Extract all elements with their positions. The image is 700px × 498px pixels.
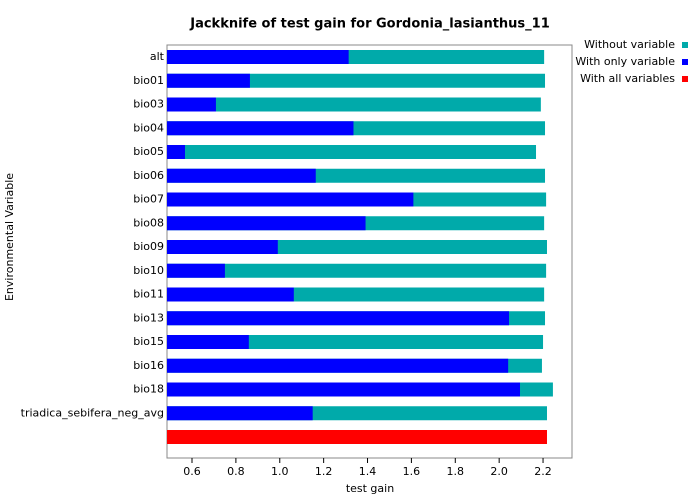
legend-label: Without variable bbox=[584, 38, 675, 51]
bar bbox=[167, 240, 278, 254]
bar bbox=[167, 263, 225, 278]
bar bbox=[167, 121, 354, 136]
x-tick-label: 2.0 bbox=[490, 465, 508, 478]
bar bbox=[167, 145, 185, 159]
legend-swatch bbox=[682, 42, 688, 48]
x-tick-label: 1.4 bbox=[359, 465, 377, 478]
y-tick-label: bio08 bbox=[133, 216, 164, 229]
y-tick-label: triadica_sebifera_neg_avg bbox=[21, 406, 164, 419]
bar bbox=[167, 145, 537, 159]
bar bbox=[167, 168, 316, 183]
y-axis-label: Environmental Variable bbox=[3, 173, 16, 301]
y-tick-label: bio13 bbox=[133, 311, 164, 324]
y-tick-label: bio18 bbox=[133, 383, 164, 396]
bar bbox=[167, 335, 249, 349]
y-tick-label: bio03 bbox=[133, 98, 164, 111]
x-tick-label: 0.6 bbox=[183, 465, 201, 478]
legend-swatch bbox=[682, 76, 688, 82]
bar bbox=[167, 430, 547, 444]
bar bbox=[167, 263, 547, 278]
bar bbox=[167, 50, 349, 64]
y-tick-label: bio06 bbox=[133, 169, 164, 182]
x-tick-label: 1.8 bbox=[447, 465, 465, 478]
x-tick-label: 2.2 bbox=[534, 465, 552, 478]
x-tick-label: 0.8 bbox=[227, 465, 245, 478]
x-tick-label: 1.0 bbox=[271, 465, 289, 478]
bar bbox=[167, 358, 509, 373]
y-tick-label: bio04 bbox=[133, 121, 164, 134]
x-tick-label: 1.2 bbox=[315, 465, 333, 478]
bar bbox=[167, 287, 294, 302]
bar bbox=[167, 335, 544, 349]
bar bbox=[167, 192, 414, 207]
legend-label: With all variables bbox=[580, 72, 675, 85]
legend-swatch bbox=[682, 59, 688, 65]
y-tick-label: bio16 bbox=[133, 359, 164, 372]
bar bbox=[167, 73, 546, 88]
y-tick-label: bio09 bbox=[133, 240, 164, 253]
y-tick-label: bio10 bbox=[133, 264, 164, 277]
bar bbox=[167, 216, 366, 231]
legend-label: With only variable bbox=[575, 55, 675, 68]
bar bbox=[167, 73, 250, 88]
y-tick-label: bio11 bbox=[133, 288, 164, 301]
bar bbox=[167, 406, 313, 421]
bar bbox=[167, 382, 521, 397]
y-tick-label: bio07 bbox=[133, 193, 164, 206]
y-tick-label: alt bbox=[150, 50, 165, 63]
x-tick-label: 1.6 bbox=[403, 465, 421, 478]
x-axis-label: test gain bbox=[346, 482, 394, 495]
bar bbox=[167, 97, 541, 112]
y-tick-label: bio01 bbox=[133, 74, 164, 87]
y-tick-label: bio05 bbox=[133, 145, 164, 158]
bar bbox=[167, 311, 510, 326]
bar bbox=[167, 97, 216, 112]
y-tick-label: bio15 bbox=[133, 335, 164, 348]
chart-title: Jackknife of test gain for Gordonia_lasi… bbox=[189, 17, 550, 32]
